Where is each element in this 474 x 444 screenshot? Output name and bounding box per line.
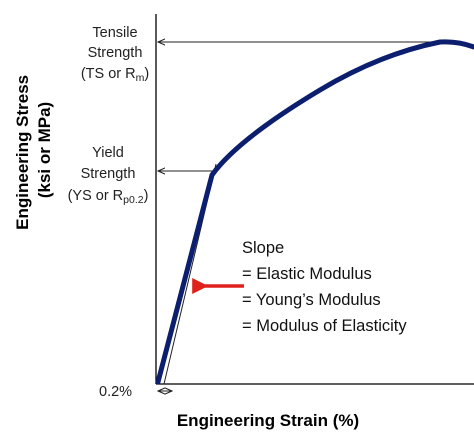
slope-label: Slope = Elastic Modulus = Young’s Modulu… xyxy=(242,239,407,335)
svg-text:Strength: Strength xyxy=(88,45,143,61)
tensile-strength-label: Tensile Strength (TS or Rm) xyxy=(81,25,149,84)
offset-label: 0.2% xyxy=(99,384,132,400)
yield-strength-label: Yield Strength (YS or Rp0.2) xyxy=(68,145,149,206)
y-axis-label: Engineering Stress (ksi or MPa) xyxy=(13,70,54,230)
svg-text:= Modulus of Elasticity: = Modulus of Elasticity xyxy=(242,317,407,335)
stress-strain-curve xyxy=(155,39,474,385)
svg-text:Strength: Strength xyxy=(81,166,136,182)
svg-text:Yield: Yield xyxy=(92,145,124,161)
svg-text:(TS or Rm): (TS or Rm) xyxy=(81,66,149,84)
svg-text:= Elastic Modulus: = Elastic Modulus xyxy=(242,265,372,283)
svg-text:(YS or Rp0.2): (YS or Rp0.2) xyxy=(68,188,149,206)
svg-text:= Young’s Modulus: = Young’s Modulus xyxy=(242,291,381,309)
x-axis-label: Engineering Strain (%) xyxy=(177,411,359,430)
svg-text:Slope: Slope xyxy=(242,239,284,257)
svg-text:Tensile: Tensile xyxy=(92,25,137,41)
